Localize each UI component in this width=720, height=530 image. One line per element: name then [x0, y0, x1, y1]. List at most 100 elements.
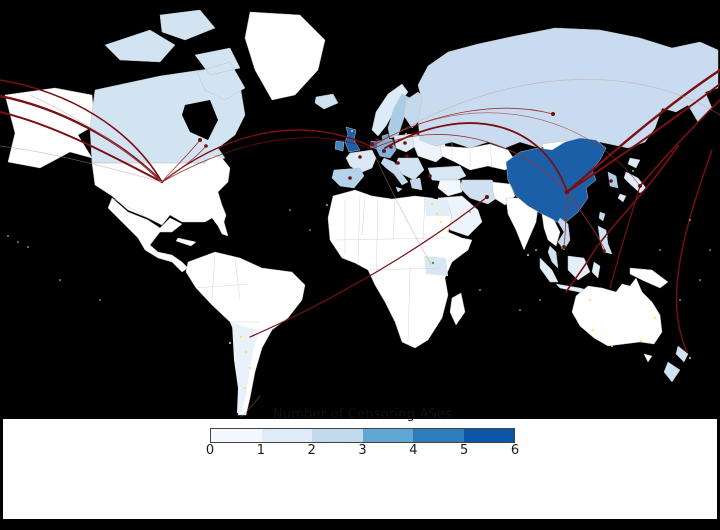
- landmass-layer: [4, 9, 719, 416]
- endpoint-dot: [428, 174, 432, 178]
- endpoint-dot-china-hub: [564, 189, 570, 195]
- vantage-marker: [326, 204, 328, 206]
- vantage-marker: [244, 387, 246, 389]
- route-arc-faint: [374, 79, 720, 147]
- vantage-marker-layer-green: [431, 247, 563, 265]
- vantage-marker: [240, 336, 242, 338]
- route-arc-quebec-hub: [161, 145, 207, 183]
- region-egypt: [424, 198, 450, 216]
- colorbar: [210, 428, 515, 443]
- endpoint-dot: [358, 155, 362, 159]
- vantage-marker: [427, 258, 429, 260]
- vantage-marker: [589, 299, 591, 301]
- region-new-zealand: [663, 345, 689, 383]
- endpoint-dot: [485, 195, 489, 199]
- region-greece: [409, 177, 423, 191]
- endpoint-dot-seoul: [609, 179, 613, 183]
- vantage-marker: [611, 345, 613, 347]
- route-arc-japan-indonesia: [565, 145, 679, 293]
- region-arctic-islands: [104, 9, 246, 101]
- vantage-marker: [640, 340, 642, 342]
- vantage-marker: [654, 317, 656, 319]
- route-arc-faint: [0, 145, 163, 183]
- legend-title: Number of Censoring ASes: [272, 407, 453, 422]
- region-indochina: [541, 213, 561, 247]
- region-new-guinea: [629, 267, 669, 289]
- region-china: [505, 137, 607, 223]
- colorbar-tick: 5: [460, 443, 469, 458]
- region-central-asia: [439, 143, 517, 171]
- route-arc-china-manila: [566, 191, 606, 251]
- endpoint-dot-layer: [198, 112, 642, 253]
- region-malaysia: [547, 245, 559, 269]
- region-turkey: [427, 165, 467, 183]
- route-arc-faint: [29, 94, 163, 183]
- route-arc-europe-china: [373, 134, 568, 193]
- region-greenland: [244, 11, 326, 101]
- vantage-marker-layer-cyan: [326, 170, 634, 251]
- region-mexico: [107, 197, 189, 273]
- vantage-marker: [431, 203, 433, 205]
- endpoint-dot: [375, 138, 379, 142]
- colorbar-segment: [211, 429, 262, 442]
- endpoint-dot: [370, 142, 374, 146]
- colorbar-tick: 6: [510, 443, 520, 458]
- endpoint-dot-tokyo: [638, 184, 642, 188]
- region-levant: [437, 179, 463, 197]
- vantage-marker: [689, 357, 691, 359]
- region-taiwan: [598, 211, 606, 222]
- route-arc-china-us: [565, 68, 720, 194]
- vantage-marker: [592, 329, 594, 331]
- vantage-marker-layer-yellow: [229, 130, 691, 389]
- route-arc-quebec-hub: [161, 139, 201, 183]
- vantage-marker: [561, 247, 563, 249]
- vantage-marker: [229, 342, 231, 344]
- route-arc-china-us: [566, 83, 720, 193]
- island-speck-layer: [7, 209, 711, 311]
- endpoint-dot: [389, 145, 393, 149]
- route-arc-us-europe: [161, 129, 371, 183]
- route-arc-japan-darwin: [609, 185, 641, 289]
- colorbar-tick: 4: [409, 443, 418, 458]
- vantage-marker: [245, 351, 247, 353]
- colorbar-segment: [261, 429, 312, 442]
- endpoint-dot: [551, 112, 555, 116]
- hudson-bay: [182, 100, 218, 140]
- region-iberia: [331, 167, 365, 189]
- endpoint-dot: [405, 154, 409, 158]
- vantage-marker: [535, 249, 537, 251]
- colorbar-segment: [413, 429, 464, 442]
- colorbar-tick: 1: [256, 443, 265, 458]
- route-arc-europe-kenya: [371, 149, 432, 265]
- colorbar-tick: 0: [205, 443, 215, 458]
- endpoint-dot: [396, 161, 400, 165]
- vantage-marker: [469, 211, 471, 213]
- colorbar-segment: [362, 429, 413, 442]
- region-argentina: [232, 323, 259, 413]
- endpoint-dot: [382, 149, 386, 153]
- vantage-marker: [405, 133, 407, 135]
- region-norway: [371, 83, 409, 137]
- region-kenya-uganda: [424, 256, 448, 276]
- region-vietnam: [557, 217, 571, 251]
- colorbar-tick: 3: [358, 443, 367, 458]
- colorbar-ticks: 0 1 2 3 4 5 6: [206, 443, 519, 459]
- route-arc-china-europe: [384, 122, 568, 193]
- endpoint-dot: [348, 176, 352, 180]
- vantage-marker: [436, 213, 438, 215]
- endpoint-dot-manila: [602, 249, 606, 253]
- route-arc-us-asia: [0, 79, 163, 183]
- endpoint-dot-quebec: [204, 144, 208, 148]
- vantage-marker: [440, 221, 442, 223]
- region-cuba: [175, 237, 197, 247]
- colorbar-tick: 2: [307, 443, 316, 458]
- route-arc-layer: [0, 68, 720, 421]
- vantage-marker: [606, 235, 608, 237]
- endpoint-dot-quebec: [198, 138, 202, 142]
- route-arc-china-vietnam: [563, 191, 568, 247]
- vantage-marker: [351, 130, 353, 132]
- region-usa: [91, 154, 231, 237]
- vantage-marker: [632, 170, 634, 172]
- region-iran: [459, 179, 501, 205]
- region-italy: [380, 157, 409, 193]
